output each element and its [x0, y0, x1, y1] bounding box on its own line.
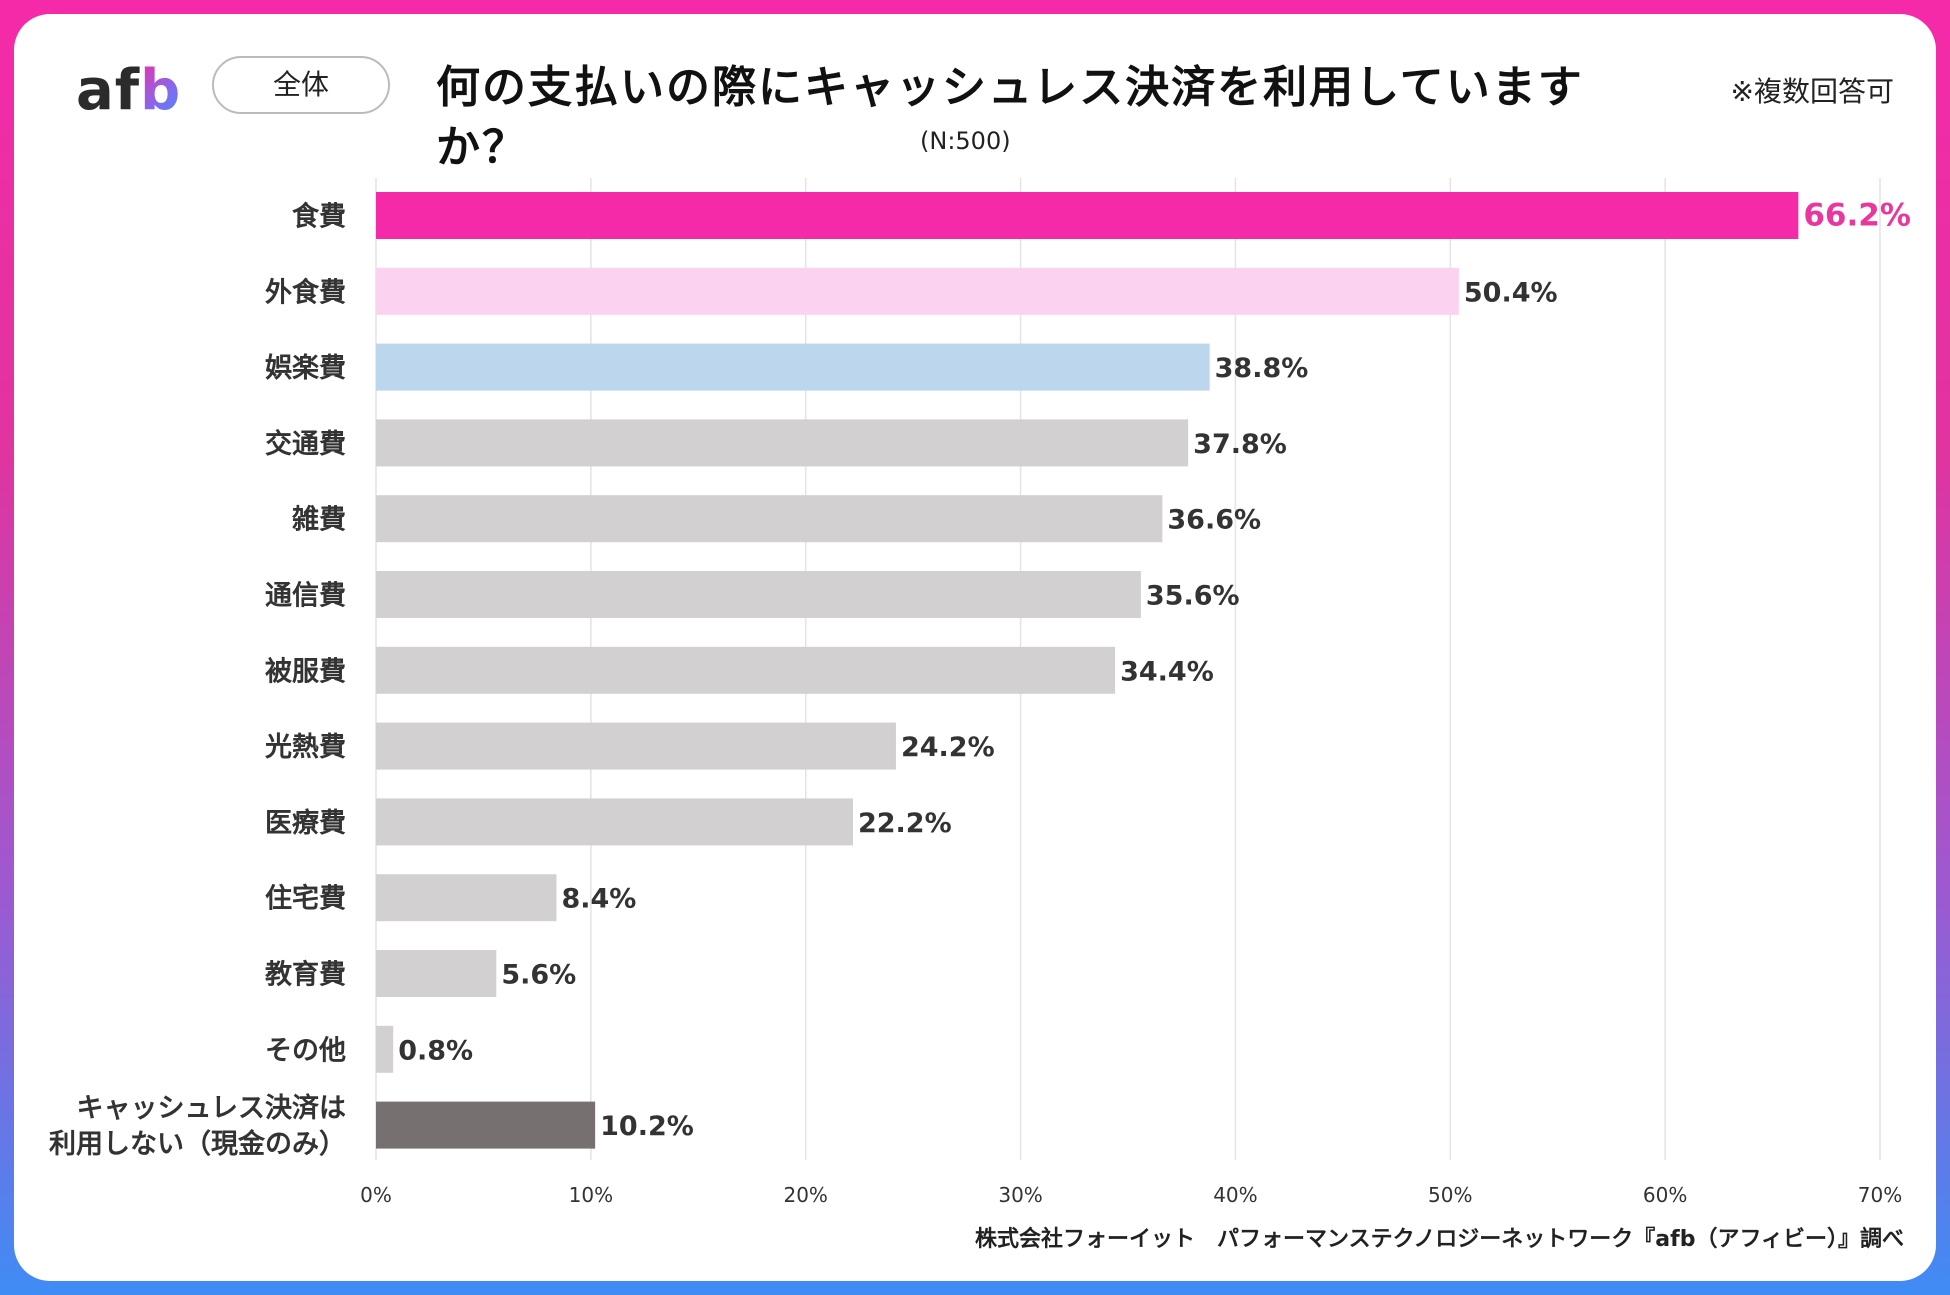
afb-logo: afb	[76, 56, 181, 126]
scope-badge: 全体	[212, 56, 390, 114]
value-label: 24.2%	[901, 732, 995, 763]
category-label: 光熱費	[264, 732, 346, 763]
category-label: 交通費	[265, 428, 346, 460]
bar	[376, 571, 1141, 618]
category-label: 通信費	[265, 581, 346, 612]
source-note: 株式会社フォーイット パフォーマンステクノロジーネットワーク『afb（アフィビー…	[975, 1227, 1904, 1252]
value-label: 34.4%	[1120, 656, 1214, 687]
category-labels: 食費外食費娯楽費交通費雑費通信費被服費光熱費医療費住宅費教育費その他キャッシュレ…	[49, 201, 346, 1161]
x-tick-label: 70%	[1858, 1183, 1902, 1207]
chart-title: 何の支払いの際にキャッシュレス決済を利用していますか？	[436, 62, 1584, 173]
x-tick-label: 20%	[783, 1183, 827, 1207]
x-tick-label: 30%	[998, 1183, 1042, 1207]
x-tick-label: 60%	[1643, 1183, 1687, 1207]
logo-accent-letter: b	[140, 58, 182, 123]
sample-size: (N:500)	[920, 127, 1011, 155]
bar	[376, 192, 1799, 239]
x-tick-label: 0%	[360, 1183, 392, 1207]
value-label: 10.2%	[600, 1111, 694, 1142]
category-label: 利用しない（現金のみ）	[49, 1128, 346, 1160]
category-label: 外食費	[265, 276, 346, 308]
value-label: 8.4%	[561, 884, 636, 915]
category-label: 雑費	[291, 504, 346, 536]
value-label: 5.6%	[501, 960, 576, 991]
value-label: 36.6%	[1167, 505, 1261, 536]
value-label: 50.4%	[1464, 277, 1558, 308]
value-label: 37.8%	[1193, 429, 1287, 460]
multiple-answers-note: ※複数回答可	[1730, 75, 1894, 108]
bar	[376, 1101, 596, 1149]
bar	[376, 646, 1116, 694]
value-label: 66.2%	[1803, 198, 1911, 234]
bar	[376, 419, 1189, 467]
x-axis-ticks: 0% 10% 20% 30% 40% 50% 60% 70%	[360, 1183, 1902, 1207]
value-label: 22.2%	[858, 808, 952, 839]
bar	[376, 874, 557, 922]
bar	[376, 267, 1459, 315]
bar	[376, 950, 497, 997]
category-label: 住宅費	[265, 883, 346, 915]
category-label: キャッシュレス決済は	[77, 1092, 346, 1124]
category-label: 被服費	[265, 656, 346, 687]
category-label: 医療費	[265, 808, 346, 839]
category-label: 食費	[292, 201, 346, 233]
bar	[376, 343, 1210, 391]
category-label: 教育費	[265, 959, 346, 991]
logo-text: af	[76, 58, 141, 123]
bars	[376, 192, 1799, 1149]
category-label: その他	[265, 1035, 346, 1066]
bar	[376, 1025, 394, 1073]
value-label: 38.8%	[1215, 353, 1309, 384]
x-tick-label: 50%	[1428, 1183, 1472, 1207]
value-label: 0.8%	[398, 1035, 473, 1066]
x-tick-label: 10%	[569, 1183, 613, 1207]
bar	[376, 722, 896, 770]
value-labels: 66.2% 50.4% 38.8% 37.8% 36.6% 35.6% 34.4% 24.2%…	[398, 198, 1911, 1143]
x-tick-label: 40%	[1213, 1183, 1257, 1207]
bar	[376, 495, 1163, 543]
value-label: 35.6%	[1146, 581, 1240, 612]
category-label: 娯楽費	[265, 353, 346, 384]
bar	[376, 798, 853, 846]
